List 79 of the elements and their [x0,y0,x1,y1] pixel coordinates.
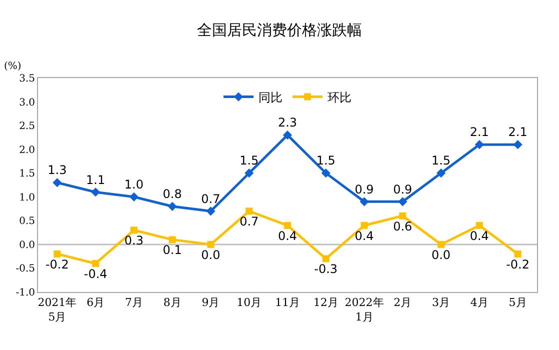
point [207,240,214,248]
data-label: 2.1 [470,125,489,140]
y-tick-label: 1.0 [19,192,35,204]
data-label: 0.0 [201,248,220,262]
point [438,240,445,248]
legend-label: 同比 [258,90,282,104]
x-tick-label: 12月 [313,296,338,310]
point [399,212,406,220]
point [284,222,291,229]
data-label: 1.0 [124,178,144,192]
point [168,236,176,244]
data-label: 1.5 [240,154,259,168]
point [360,222,368,229]
data-label: 0.4 [354,228,374,243]
point [282,130,292,140]
data-label: -0.3 [314,262,338,276]
data-label: 0.4 [470,228,489,243]
y-tick-label: 2.0 [19,144,35,156]
point [130,226,138,234]
data-label: -0.2 [506,257,530,272]
point [360,197,369,206]
x-tick-label: 2022年 1月 [344,296,384,324]
point [513,140,522,150]
data-label: 0.6 [393,219,412,234]
data-label: 0.1 [162,243,182,258]
y-axis-title: (%) [4,61,22,72]
data-label: 0.3 [124,234,144,248]
point [321,168,330,178]
data-label: -0.4 [84,266,108,281]
x-tick-label: 6月 [86,296,105,310]
data-label: 1.3 [48,163,67,178]
y-tick-label: -1.0 [16,288,35,298]
x-tick-label: 10月 [236,296,262,310]
y-tick-label: -0.5 [16,264,35,275]
point [168,202,177,211]
data-label: 1.5 [431,154,451,168]
data-label: 0.9 [393,182,412,196]
x-tick-label: 5月 [508,296,527,310]
data-label: 1.5 [316,154,336,168]
point [398,197,408,206]
data-label: 0.7 [201,192,220,206]
y-tick-label: 0.5 [19,216,35,228]
point [244,168,254,178]
point [246,208,253,215]
x-tick-label: 7月 [124,296,143,310]
y-tick-label: 3.5 [19,74,35,84]
point [436,168,446,178]
y-tick-label: 1.5 [19,168,35,180]
point [514,250,522,258]
y-tick-label: 2.5 [19,121,35,132]
data-label: 2.1 [508,125,528,140]
data-label: 0.4 [278,228,298,243]
legend-label: 环比 [328,90,352,104]
point [322,255,330,262]
x-tick-label: 11月 [275,296,300,310]
data-label: 2.3 [278,116,298,130]
x-tick-label: 2月 [394,296,412,310]
data-label: -0.2 [45,257,69,272]
data-label: 0.9 [354,182,374,196]
chart-title: 全国居民消费价格涨跌幅 [197,21,362,39]
point [54,250,61,258]
point [474,140,484,150]
x-tick-label: 8月 [163,296,182,310]
point [91,188,100,197]
y-tick-label: 3.0 [19,97,35,108]
point [52,178,62,188]
point [92,260,100,267]
x-tick-label: 2021年 5月 [38,296,77,324]
point [129,192,139,202]
data-label: 0.8 [162,187,182,202]
data-label: 1.1 [86,172,106,187]
y-tick-label: 0.0 [19,240,35,251]
point [206,206,216,216]
data-label: 0.7 [240,214,259,229]
x-tick-label: 3月 [432,296,450,310]
data-label: 0.0 [431,248,451,262]
x-tick-label: 4月 [470,296,488,310]
point [476,222,483,229]
x-tick-label: 9月 [202,296,220,310]
